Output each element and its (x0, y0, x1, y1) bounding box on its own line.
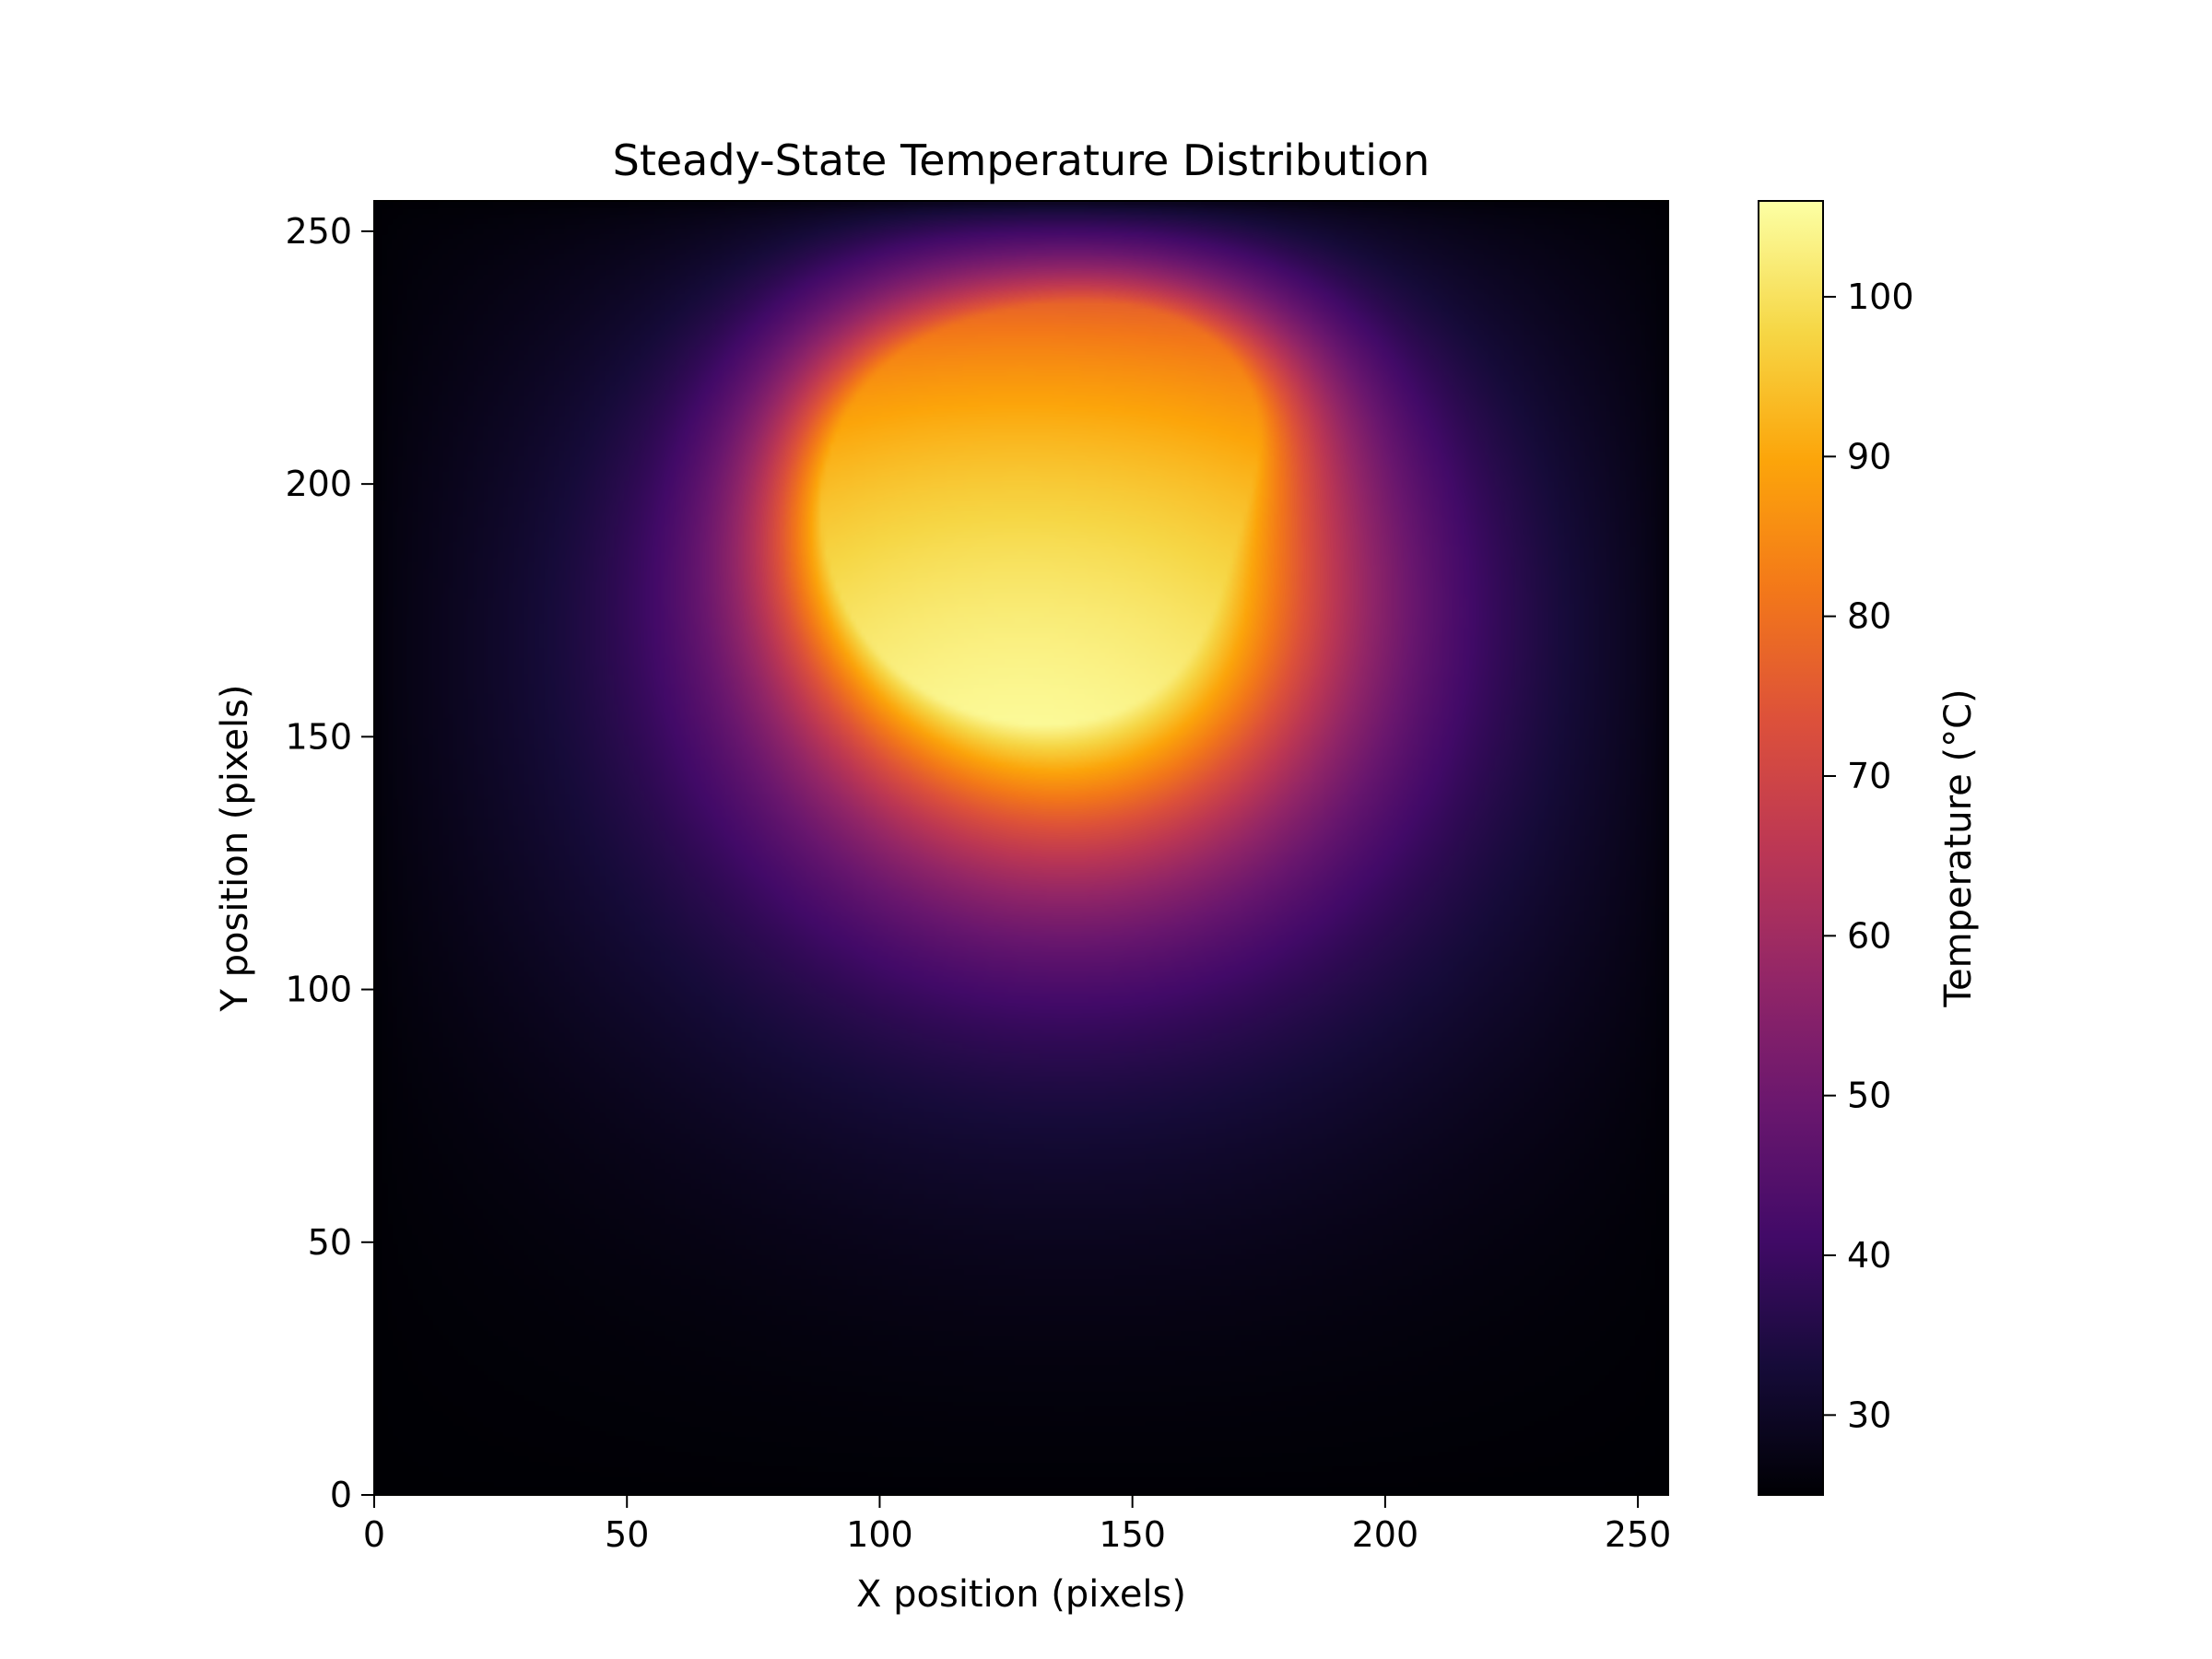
heatmap-plot-area (373, 200, 1669, 1496)
x-tick-label: 0 (363, 1514, 385, 1555)
colorbar-label: Temperature (°C) (1937, 688, 1980, 1007)
x-axis-label: X position (pixels) (856, 1573, 1186, 1616)
y-tick-label: 200 (285, 464, 352, 504)
colorbar-tick-label: 50 (1847, 1076, 1891, 1116)
y-tick-label: 250 (285, 211, 352, 252)
y-axis-label: Y position (pixels) (214, 684, 256, 1012)
x-tick-label: 100 (846, 1514, 913, 1555)
x-tick-label: 200 (1352, 1514, 1419, 1555)
colorbar: 30 40 50 60 70 80 90 100 Temperature (°C) (1758, 200, 1980, 1496)
x-tick-label: 250 (1605, 1514, 1672, 1555)
colorbar-tick-label: 100 (1847, 276, 1914, 317)
chart-title: Steady-State Temperature Distribution (613, 135, 1430, 185)
heatmap-image (374, 201, 1668, 1495)
x-tick-label: 50 (605, 1514, 649, 1555)
colorbar-tick-label: 60 (1847, 915, 1891, 956)
colorbar-ticks: 30 40 50 60 70 80 90 100 (1823, 276, 1914, 1435)
y-tick-label: 100 (285, 970, 352, 1010)
colorbar-tick-label: 90 (1847, 436, 1891, 477)
colorbar-tick-label: 70 (1847, 756, 1891, 796)
x-tick-label: 150 (1099, 1514, 1166, 1555)
y-tick-label: 50 (308, 1222, 352, 1263)
y-tick-label: 150 (285, 716, 352, 757)
y-tick-label: 0 (330, 1475, 352, 1515)
colorbar-tick-label: 80 (1847, 596, 1891, 637)
y-axis-ticks: 0 50 100 150 200 250 (285, 211, 374, 1515)
colorbar-tick-label: 40 (1847, 1235, 1891, 1276)
plot-frame (373, 200, 1669, 1496)
colorbar-tick-label: 30 (1847, 1394, 1891, 1435)
x-axis-ticks: 0 50 100 150 200 250 (363, 1495, 1671, 1555)
colorbar-gradient (1758, 200, 1824, 1496)
